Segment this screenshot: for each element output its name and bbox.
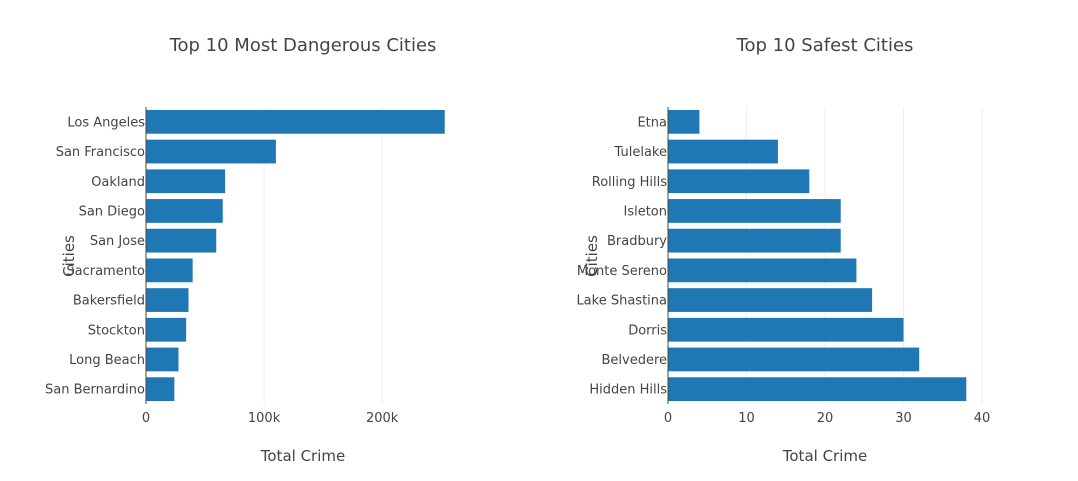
- bar: [668, 317, 904, 342]
- x-tick-label: 20: [817, 411, 834, 426]
- x-tick-labels: 0 10 20 30 40: [664, 411, 990, 426]
- y-tick-label: San Francisco: [56, 145, 145, 160]
- bar: [668, 169, 810, 194]
- y-tick-label: Bakersfield: [73, 294, 145, 309]
- y-tick-labels: Etna Tulelake Rolling Hills Isleton Bradbury…: [576, 115, 667, 397]
- y-tick-label: Lake Shastina: [576, 294, 667, 309]
- y-tick-label: Rolling Hills: [592, 175, 667, 190]
- bar: [146, 228, 217, 253]
- y-tick-label: San Diego: [79, 204, 145, 219]
- y-tick-label: Bradbury: [607, 234, 667, 249]
- chart-title: Top 10 Safest Cities: [736, 35, 914, 56]
- bar: [668, 258, 857, 283]
- y-tick-label: Belvedere: [601, 353, 667, 368]
- x-axis-title: Total Crime: [782, 447, 867, 465]
- x-tick-label: 40: [974, 411, 991, 426]
- y-tick-label: Etna: [637, 115, 667, 130]
- y-tick-labels: Los Angeles San Francisco Oakland San Diego…: [45, 115, 145, 397]
- y-tick-label: Sacramento: [66, 264, 145, 279]
- y-tick-label: Monte Sereno: [577, 264, 667, 279]
- dangerous-cities-chart: Top 10 Most Dangerous Cities Los Angeles…: [45, 35, 445, 465]
- bar: [146, 347, 179, 372]
- y-tick-label: San Bernardino: [45, 383, 145, 398]
- bar: [668, 288, 873, 312]
- bar: [668, 347, 920, 372]
- y-tick-label: San Jose: [90, 234, 145, 249]
- y-tick-label: Oakland: [91, 175, 145, 190]
- bar: [146, 288, 189, 312]
- y-tick-label: Tulelake: [614, 145, 667, 160]
- bar-layer: [668, 109, 967, 402]
- x-axis-title: Total Crime: [260, 447, 345, 465]
- bar: [668, 139, 778, 164]
- bar: [668, 228, 841, 253]
- bar: [146, 139, 276, 164]
- chart-title: Top 10 Most Dangerous Cities: [169, 35, 437, 56]
- bar: [146, 258, 193, 283]
- bar: [146, 377, 175, 402]
- bar: [146, 169, 226, 194]
- grid-layer: [263, 107, 383, 404]
- y-tick-label: Stockton: [88, 323, 145, 338]
- bar: [146, 109, 445, 134]
- x-tick-label: 30: [895, 411, 912, 426]
- x-tick-label: 200k: [366, 411, 399, 426]
- y-tick-label: Los Angeles: [67, 115, 145, 130]
- x-tick-label: 10: [738, 411, 755, 426]
- safest-cities-chart: Top 10 Safest Cities Etna Tulelake Rolling…: [576, 35, 990, 465]
- x-tick-label: 100k: [248, 411, 281, 426]
- bar: [668, 377, 967, 402]
- y-axis-title: Cities: [60, 235, 78, 277]
- x-tick-label: 0: [142, 411, 150, 426]
- y-axis-title: Cities: [583, 235, 601, 277]
- y-tick-label: Dorris: [628, 323, 667, 338]
- bar: [668, 199, 841, 223]
- x-tick-label: 0: [664, 411, 672, 426]
- bar: [668, 109, 700, 134]
- y-tick-label: Long Beach: [69, 353, 145, 368]
- x-tick-labels: 0 100k 200k: [142, 411, 399, 426]
- bar-layer: [146, 109, 445, 402]
- bar: [146, 199, 223, 223]
- bar: [146, 317, 187, 342]
- y-tick-label: Hidden Hills: [589, 383, 667, 398]
- y-tick-label: Isleton: [623, 204, 667, 219]
